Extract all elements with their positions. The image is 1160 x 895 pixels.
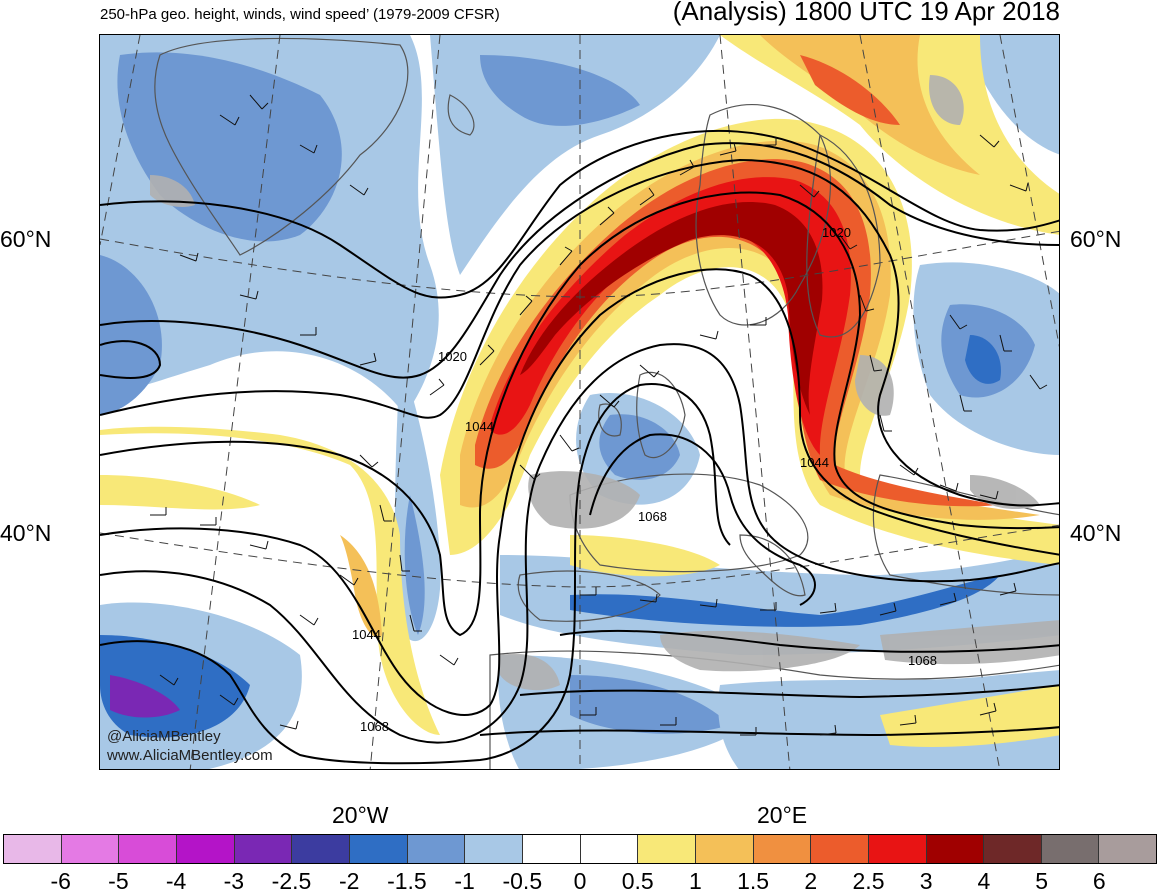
watermark-handle: @AliciaMBentley [107,728,221,745]
colorbar-cell [638,835,696,863]
colorbar-cell [695,835,754,863]
colorbar-cell [580,835,639,863]
colorbar-tick-label: 6 [1092,868,1106,894]
contour-label-1068-southeast: 1068 [908,653,937,668]
map-canvas: 1020 1020 1044 1044 1044 1068 1068 1068 [100,35,1059,769]
map-panel: 1020 1020 1044 1044 1044 1068 1068 1068 [99,34,1060,770]
colorbar-cell [926,835,985,863]
colorbar-cell [407,835,466,863]
colorbar-tick-label: 0.5 [621,868,654,894]
colorbar-tick-label: 3 [919,868,933,894]
lon-label-20e: 20°E [757,802,808,828]
contour-label-1044-south: 1044 [352,627,381,642]
colorbar-tick-label: -2 [338,868,360,894]
colorbar-cell [984,835,1042,863]
contour-label-1020-west: 1020 [438,349,467,364]
lat-label-60n-right: 60°N [1070,226,1122,252]
colorbar-tick-label: -0.5 [502,868,543,894]
colorbar-cell [4,835,62,863]
lat-label-40n-right: 40°N [1070,520,1122,546]
wind-barbs [150,94,1048,736]
watermark-url: www.AliciaMBentley.com [107,747,273,764]
map-title: (Analysis) 1800 UTC 19 Apr 2018 [672,0,1060,26]
colorbar-cell [1099,835,1157,863]
colorbar-cell [753,835,812,863]
colorbar-tick-label: -6 [50,868,71,894]
land-masses [154,37,1059,769]
colorbar-tick-label: 2.5 [852,868,885,894]
colorbar-cell [522,835,581,863]
colorbar-tick-label: -1 [454,868,475,894]
colorbar-cell [465,835,523,863]
contour-label-1020-east: 1020 [822,225,851,240]
lon-label-20w: 20°W [332,802,389,828]
lat-label-60n-left: 60°N [0,226,52,252]
colorbar [3,834,1157,864]
height-contours [100,129,1059,765]
colorbar-tick-label: -4 [165,868,187,894]
contour-label-1044-north: 1044 [465,419,494,434]
colorbar-tick-label: 2 [804,868,818,894]
colorbar-cell [811,835,869,863]
colorbar-tick-label: 5 [1035,868,1048,894]
graticule [100,35,1059,769]
positive-anomaly-shading [100,35,1059,747]
colorbar-tick-label: -2.5 [271,868,312,894]
contour-label-1068-center: 1068 [638,509,667,524]
colorbar-cell [292,835,350,863]
contour-label-1068-southwest: 1068 [360,719,389,734]
colorbar-cell [868,835,927,863]
colorbar-ticks: -6 -5 -4 -3 -2.5 -2 -1.5 -1 -0.5 0 0.5 1 1.5 2 2.5 3 4 5 6 [3,868,1157,894]
colorbar-cell [119,835,177,863]
colorbar-cell [234,835,293,863]
colorbar-tick-label: -1.5 [387,868,427,894]
lat-label-40n-left: 40°N [0,520,52,546]
colorbar-tick-label: 1.5 [737,868,770,894]
colorbar-cell [176,835,235,863]
colorbar-tick-label: -5 [108,868,129,894]
gray-shading [150,75,1059,691]
colorbar-tick-label: -3 [223,868,245,894]
colorbar-cell [61,835,120,863]
colorbar-tick-label: 4 [977,868,991,894]
contour-label-1044-east: 1044 [800,455,829,470]
colorbar-cell [349,835,408,863]
colorbar-tick-label: 1 [688,868,702,894]
colorbar-cell [1041,835,1100,863]
map-subtitle: 250-hPa geo. height, winds, wind speed’ … [100,6,500,23]
colorbar-tick-label: 0 [573,868,587,894]
contour-labels: 1020 1020 1044 1044 1044 1068 1068 1068 [352,225,937,734]
